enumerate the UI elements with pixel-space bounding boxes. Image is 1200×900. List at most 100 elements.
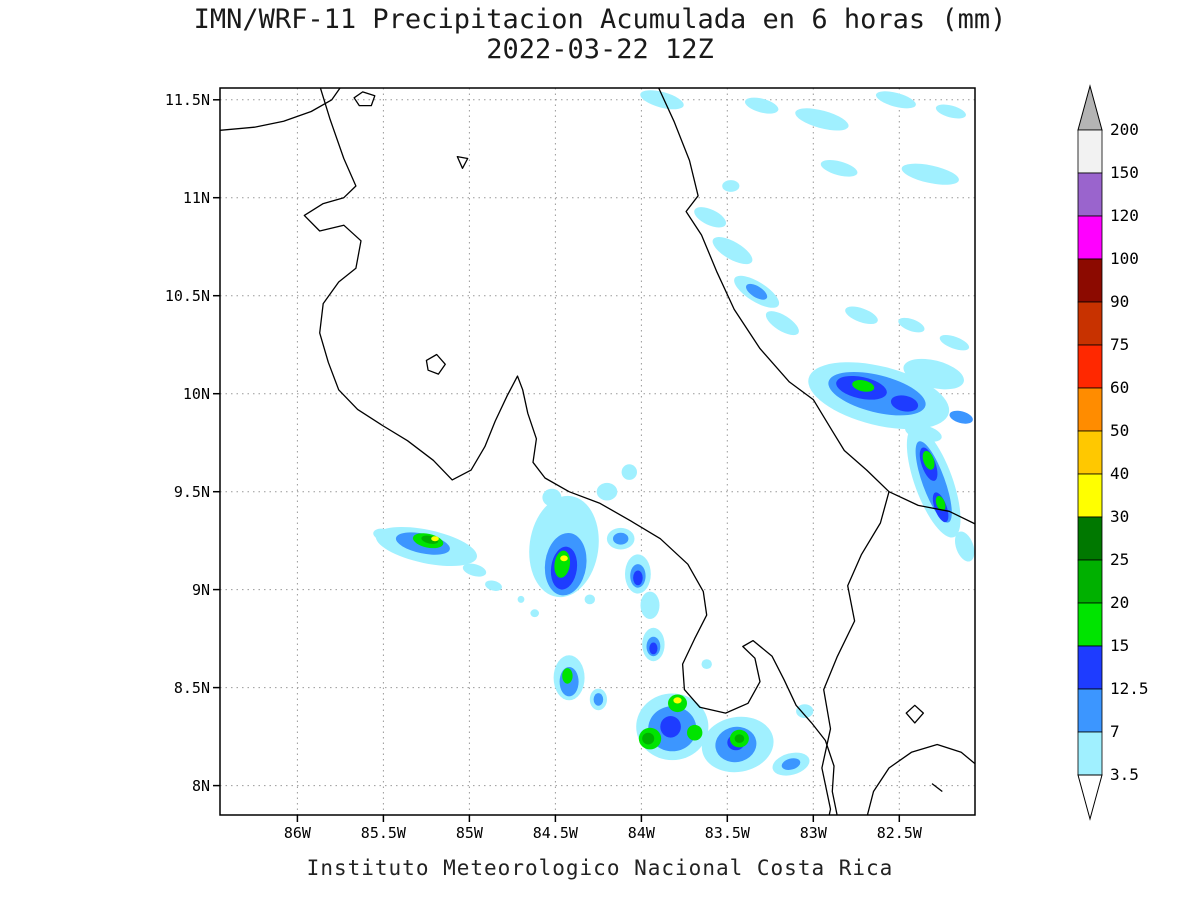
colorbar-label: 25 <box>1110 550 1130 569</box>
precip-cell <box>573 503 589 520</box>
colorbar-label: 15 <box>1110 636 1130 655</box>
colorbar-under-arrow <box>1077 774 1103 821</box>
chart-subtitle: 2022-03-22 12Z <box>486 34 714 65</box>
precip-cell <box>562 668 573 684</box>
precip-cells <box>373 90 975 776</box>
precip-cell <box>901 163 959 185</box>
colorbar-band <box>1077 516 1103 561</box>
colorbar-band <box>1077 215 1103 260</box>
lon-label: 83.5W <box>704 824 750 842</box>
lon-label: 84.5W <box>532 824 578 842</box>
colorbar-label: 60 <box>1110 378 1130 397</box>
precip-cell <box>903 358 964 390</box>
precip-cell <box>530 609 539 618</box>
colorbar-label: 150 <box>1110 163 1139 182</box>
colorbar-label: 12.5 <box>1110 679 1149 698</box>
lat-label: 11.5N <box>164 90 210 109</box>
chart-title: IMN/WRF-11 Precipitacion Acumulada en 6 … <box>193 4 1007 35</box>
colorbar-band <box>1077 172 1103 217</box>
colorbar-label: 50 <box>1110 421 1130 440</box>
lat-label: 9.5N <box>173 482 210 501</box>
lon-label: 83W <box>799 824 827 842</box>
precip-cell <box>954 531 975 562</box>
precip-cell <box>593 693 604 706</box>
precip-cell <box>949 410 973 424</box>
precip-cell <box>687 724 703 741</box>
precip-cell <box>898 317 925 333</box>
precip-cell <box>431 536 439 542</box>
coastline <box>657 88 975 525</box>
lon-label: 85W <box>455 824 483 842</box>
precip-cell <box>922 450 935 470</box>
colorbar-label: 120 <box>1110 206 1139 225</box>
coastline <box>866 743 975 815</box>
precip-cell <box>795 108 849 131</box>
coastline <box>353 91 376 107</box>
precip-cell <box>596 482 618 501</box>
coastline <box>425 353 446 375</box>
precip-cell <box>765 311 799 336</box>
lat-label: 10N <box>182 384 210 403</box>
colorbar-over-arrow <box>1077 84 1103 131</box>
precip-cell <box>781 758 801 770</box>
precip-cell <box>712 237 753 265</box>
plot-border <box>219 87 976 816</box>
coastline <box>931 783 943 793</box>
lat-label: 10.5N <box>164 286 210 305</box>
precip-cell <box>796 704 814 718</box>
colorbar-band <box>1077 129 1103 174</box>
coastline <box>821 491 890 815</box>
precip-cell <box>485 580 502 591</box>
precip-cell <box>734 734 745 743</box>
lon-label: 82.5W <box>876 824 922 842</box>
colorbar-label: 90 <box>1110 292 1130 311</box>
precip-cell <box>694 207 727 228</box>
colorbar-band <box>1077 602 1103 647</box>
precip-cell <box>649 642 658 655</box>
colorbar-label: 75 <box>1110 335 1130 354</box>
precip-cell <box>820 160 858 177</box>
coastline <box>905 704 925 724</box>
chart-footer: Instituto Meteorologico Nacional Costa R… <box>306 856 894 880</box>
lat-label: 9N <box>191 580 210 599</box>
lon-label: 85.5W <box>360 824 406 842</box>
precip-cell <box>621 464 637 480</box>
precip-cell <box>542 488 562 507</box>
precip-cell <box>701 659 712 669</box>
precip-cell <box>852 380 875 392</box>
colorbar-label: 40 <box>1110 464 1130 483</box>
lat-label: 11N <box>182 188 210 207</box>
precip-cell <box>642 732 655 745</box>
precip-cell <box>660 716 681 738</box>
precip-cell <box>744 97 779 114</box>
precip-cell <box>462 563 487 577</box>
colorbar-label: 100 <box>1110 249 1139 268</box>
colorbar-band <box>1077 645 1103 690</box>
colorbar-band <box>1077 301 1103 346</box>
precip-cell <box>373 528 394 541</box>
precip-cell <box>560 555 568 562</box>
colorbar-band <box>1077 559 1103 604</box>
map-plot-area <box>213 87 976 822</box>
precip-cell <box>845 306 878 325</box>
coastlines <box>220 88 975 815</box>
colorbar-label: 30 <box>1110 507 1130 526</box>
colorbar-label: 20 <box>1110 593 1130 612</box>
colorbar-band <box>1077 688 1103 733</box>
precip-cell <box>875 91 916 109</box>
axis-ticks <box>213 99 901 822</box>
colorbar-band <box>1077 430 1103 475</box>
colorbar-label: 3.5 <box>1110 765 1139 784</box>
colorbar-band <box>1077 731 1103 776</box>
lat-label: 8N <box>191 776 210 795</box>
precip-cell <box>673 697 682 704</box>
precip-cell <box>746 283 768 300</box>
coastline <box>456 155 469 169</box>
precip-cell <box>517 595 525 603</box>
lon-label: 86W <box>283 824 311 842</box>
precip-cell <box>613 532 629 545</box>
lon-label: 84W <box>627 824 655 842</box>
precip-cell <box>640 591 660 619</box>
colorbar-band <box>1077 258 1103 303</box>
